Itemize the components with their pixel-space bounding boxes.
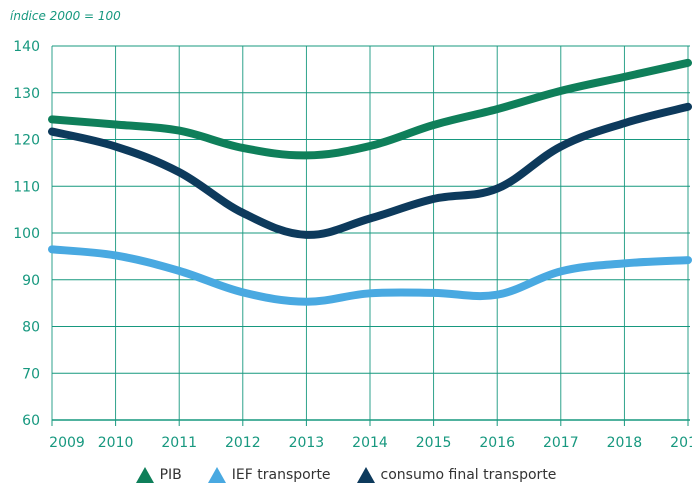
data-point-ief-transporte bbox=[432, 291, 436, 295]
legend-item-consumo[interactable]: consumo final transporte bbox=[356, 467, 557, 483]
series-line-consumo-final-transporte bbox=[48, 102, 692, 239]
data-point-pib bbox=[177, 129, 181, 133]
x-tick-label: 2017 bbox=[543, 435, 579, 451]
data-point-ief-transporte bbox=[368, 291, 372, 295]
data-point-pib bbox=[114, 123, 118, 127]
x-tick-label: 2010 bbox=[98, 435, 134, 451]
data-point-ief-transporte bbox=[50, 247, 54, 251]
legend: PIB IEF transporte consumo final transpo… bbox=[0, 467, 692, 483]
data-point-pib bbox=[686, 61, 690, 65]
data-point-pib bbox=[241, 146, 245, 150]
data-point-ief-transporte bbox=[559, 269, 563, 273]
y-axis-title: índice 2000 = 100 bbox=[10, 9, 121, 23]
legend-label-ief: IEF transporte bbox=[231, 467, 331, 483]
data-point-ief-transporte bbox=[304, 300, 308, 304]
y-tick-label: 70 bbox=[22, 366, 40, 382]
y-tick-label: 60 bbox=[22, 413, 40, 429]
series-lines bbox=[48, 58, 692, 306]
y-tick-label: 120 bbox=[13, 133, 40, 149]
data-point-ief-transporte bbox=[686, 258, 690, 262]
y-tick-label: 80 bbox=[22, 320, 40, 336]
x-tick-label: 2018 bbox=[607, 435, 643, 451]
y-tick-label: 130 bbox=[13, 86, 40, 102]
data-point-consumo-final-transporte bbox=[432, 197, 436, 201]
data-point-ief-transporte bbox=[114, 253, 118, 257]
y-tick-label: 110 bbox=[13, 179, 40, 195]
data-point-pib bbox=[622, 75, 626, 79]
data-point-consumo-final-transporte bbox=[495, 187, 499, 191]
y-tick-label: 140 bbox=[13, 39, 40, 55]
legend-marker-pib-icon bbox=[135, 467, 154, 483]
x-tick-label: 2019 bbox=[670, 435, 692, 451]
legend-item-ief[interactable]: IEF transporte bbox=[207, 467, 331, 483]
data-point-pib bbox=[304, 153, 308, 157]
legend-marker-consumo-icon bbox=[356, 467, 375, 483]
x-tick-label: 2012 bbox=[225, 435, 261, 451]
x-tick-label: 2016 bbox=[479, 435, 515, 451]
data-point-pib bbox=[559, 89, 563, 93]
data-point-consumo-final-transporte bbox=[559, 145, 563, 149]
data-point-pib bbox=[368, 144, 372, 148]
series-line-ief-transporte bbox=[48, 245, 692, 306]
data-point-consumo-final-transporte bbox=[50, 130, 54, 134]
data-point-pib bbox=[432, 123, 436, 127]
data-point-consumo-final-transporte bbox=[241, 211, 245, 215]
data-point-ief-transporte bbox=[241, 290, 245, 294]
data-point-consumo-final-transporte bbox=[304, 233, 308, 237]
y-tick-label: 100 bbox=[13, 226, 40, 242]
x-tick-label: 2011 bbox=[161, 435, 197, 451]
x-tick-label: 2013 bbox=[289, 435, 325, 451]
data-point-ief-transporte bbox=[622, 261, 626, 265]
data-point-pib bbox=[495, 107, 499, 111]
x-tick-label: 2014 bbox=[352, 435, 388, 451]
axis-ticks: 60 70 80 90 100 110 120 130 140 2009 2010 2011 2012 2… bbox=[13, 39, 692, 451]
legend-item-pib[interactable]: PIB bbox=[135, 467, 182, 483]
grid bbox=[51, 45, 690, 426]
data-point-consumo-final-transporte bbox=[622, 121, 626, 125]
data-point-consumo-final-transporte bbox=[114, 145, 118, 149]
x-tick-label: 2009 bbox=[49, 435, 85, 451]
x-tick-label: 2015 bbox=[416, 435, 452, 451]
y-tick-label: 90 bbox=[22, 273, 40, 289]
legend-marker-ief-icon bbox=[207, 467, 226, 483]
data-point-ief-transporte bbox=[177, 269, 181, 273]
data-point-pib bbox=[50, 117, 54, 121]
legend-label-pib: PIB bbox=[159, 467, 182, 483]
data-point-consumo-final-transporte bbox=[686, 105, 690, 109]
data-point-consumo-final-transporte bbox=[177, 170, 181, 174]
data-point-ief-transporte bbox=[495, 293, 499, 297]
series-line-pib bbox=[48, 58, 692, 160]
legend-label-consumo: consumo final transporte bbox=[380, 467, 557, 483]
data-point-consumo-final-transporte bbox=[368, 217, 372, 221]
